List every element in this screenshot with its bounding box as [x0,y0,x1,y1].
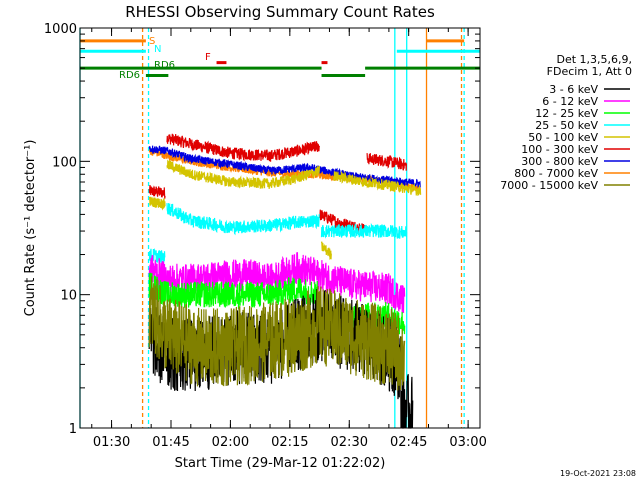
series-25-50-kev-seg-3 [320,222,408,239]
plot-frame [79,27,481,429]
x-tick-label-4: 02:30 [331,435,368,450]
series-50-100-kev-seg-4 [332,170,422,196]
x-tick-label-3: 02:15 [271,435,308,450]
x-tick-label-6: 03:00 [449,435,486,450]
x-axis-label: Start Time (29-Mar-12 01:22:02) [175,456,386,471]
series-300-800-kev-seg-1 [148,145,421,188]
series-50-100-kev-seg-1 [148,196,166,211]
legend-label-6: 100 - 300 keV [521,143,598,156]
series-6-12-kev-seg-1 [148,252,406,315]
series-100-300-kev-seg-4 [366,153,408,171]
y-tick-label-0: 1 [69,422,77,437]
x-tick-label-0: 01:30 [93,435,130,450]
legend-label-8: 800 - 7000 keV [514,167,598,180]
chart-title: RHESSI Observing Summary Count Rates [125,3,435,21]
x-tick-label-2: 02:00 [212,435,249,450]
series-12-25-kev-seg-1 [148,272,321,310]
y-tick-label-2: 100 [52,155,77,170]
legend-header-2: FDecim 1, Att 0 [547,65,632,78]
flag-label-s: S [149,36,155,47]
series-100-300-kev-seg-3 [319,209,366,235]
flag-label-rd-lower: RD6 [119,70,140,81]
flag-label-f: F [205,52,211,63]
legend-label-7: 300 - 800 keV [521,155,598,168]
legend-label-2: 6 - 12 keV [542,95,598,108]
flag-label-n: N [154,44,161,55]
legend-label-5: 50 - 100 keV [528,131,598,144]
series-50-100-kev-seg-2 [166,159,320,190]
series-100-300-kev-seg-2 [166,133,320,162]
axes: 01:30 01:45 02:00 02:15 02:30 02:45 03:00 1 10 10… [44,22,487,450]
series-lines [148,133,422,429]
series-100-300-kev-seg-1 [148,185,166,199]
series-50-100-kev-seg-3 [320,241,332,261]
series-25-50-kev-seg-2 [166,203,320,236]
y-tick-label-1: 10 [60,289,77,304]
legend-label-1: 3 - 6 keV [549,83,598,96]
series-7000-15000-kev-seg-1 [148,276,406,391]
legend-label-3: 12 - 25 keV [535,107,598,120]
y-tick-label-3: 1000 [44,22,77,37]
footer-timestamp: 19-Oct-2021 23:08 [560,469,636,478]
legend-label-9: 7000 - 15000 keV [500,179,598,192]
x-tick-label-1: 01:45 [152,435,189,450]
legend-label-4: 25 - 50 keV [535,119,598,132]
y-axis-label: Count Rate (s⁻¹ detector⁻¹) [23,140,38,317]
x-tick-label-5: 02:45 [390,435,427,450]
legend-header-1: Det 1,3,5,6,9, [556,53,632,66]
flag-bars [80,39,480,78]
flag-label-rd-upper: RD6 [154,60,175,71]
legend: Det 1,3,5,6,9,FDecim 1, Att 0 3 - 6 keV6 … [500,53,632,192]
